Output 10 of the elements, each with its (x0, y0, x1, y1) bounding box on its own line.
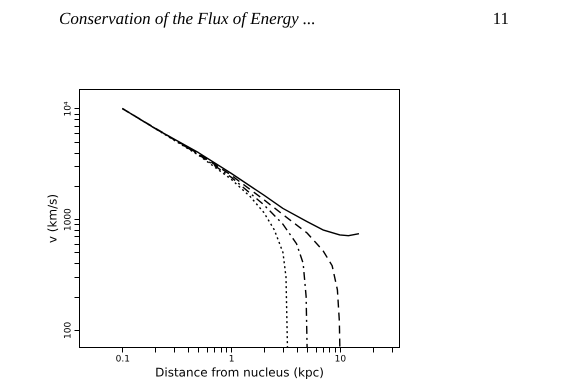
text: 11 (492, 9, 509, 28)
chart-title: Conservation of the Flux of Energy ... (59, 9, 316, 28)
x-tick-label: 10 (334, 354, 346, 364)
y-axis-title: v (km/s) (46, 194, 60, 244)
x-tick-label: 0.1 (116, 354, 130, 364)
x-tick-label: 1 (228, 354, 234, 364)
y-tick-label: 1000 (64, 208, 74, 232)
y-tick-label: 100 (64, 321, 74, 339)
y-tick-label: 10⁴ (64, 101, 74, 117)
x-axis-title: Distance from nucleus (kpc) (155, 366, 324, 380)
